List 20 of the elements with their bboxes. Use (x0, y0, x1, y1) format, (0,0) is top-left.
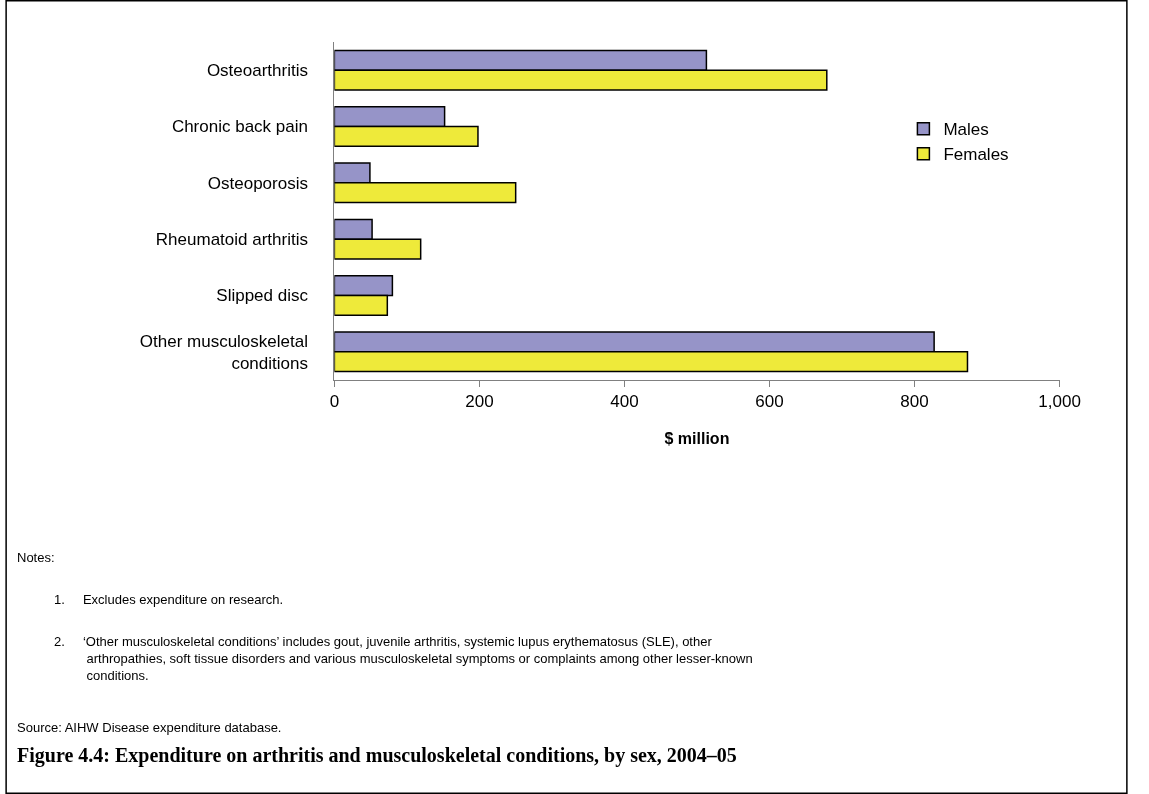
x-tick-label: 400 (610, 392, 639, 412)
x-tick-label: 600 (755, 392, 784, 412)
text: Notes: (17, 550, 55, 565)
text: Figure 4.4: Expenditure on arthritis and musculoskeletal conditions, by sex, 2004–05 (17, 744, 737, 767)
x-axis-title: $ million (664, 430, 730, 448)
x-tick-label: 800 (900, 392, 929, 412)
y-tick-label: Slipped disc (216, 286, 309, 306)
source-note: Source: AIHW Disease expenditure database. (17, 720, 282, 735)
x-tick-label: 200 (465, 392, 494, 412)
text: 1. Excludes expenditure on research. (54, 592, 284, 607)
y-tick-label: Other musculoskeletal conditions (139, 331, 308, 373)
legend-label: Females (943, 145, 1009, 165)
y-tick-label: Osteoporosis (207, 173, 308, 193)
y-tick-label: Rheumatoid arthritis (155, 230, 308, 250)
x-tick-label: 0 (329, 392, 340, 412)
x-tick-label: 1,000 (1038, 392, 1081, 412)
text: 2. ‘Other musculoskeletal conditions’ includes gout, juvenile arthritis, systemic lupus erythematosus (SLE), other arthropathies, soft tissue disorders and various musculoskeletal symptoms or complaints among other lesser-known conditions. (54, 634, 753, 683)
y-tick-label: Chronic back pain (171, 117, 308, 137)
legend-label: Males (943, 120, 989, 140)
y-tick-label: Osteoarthritis (206, 61, 308, 81)
